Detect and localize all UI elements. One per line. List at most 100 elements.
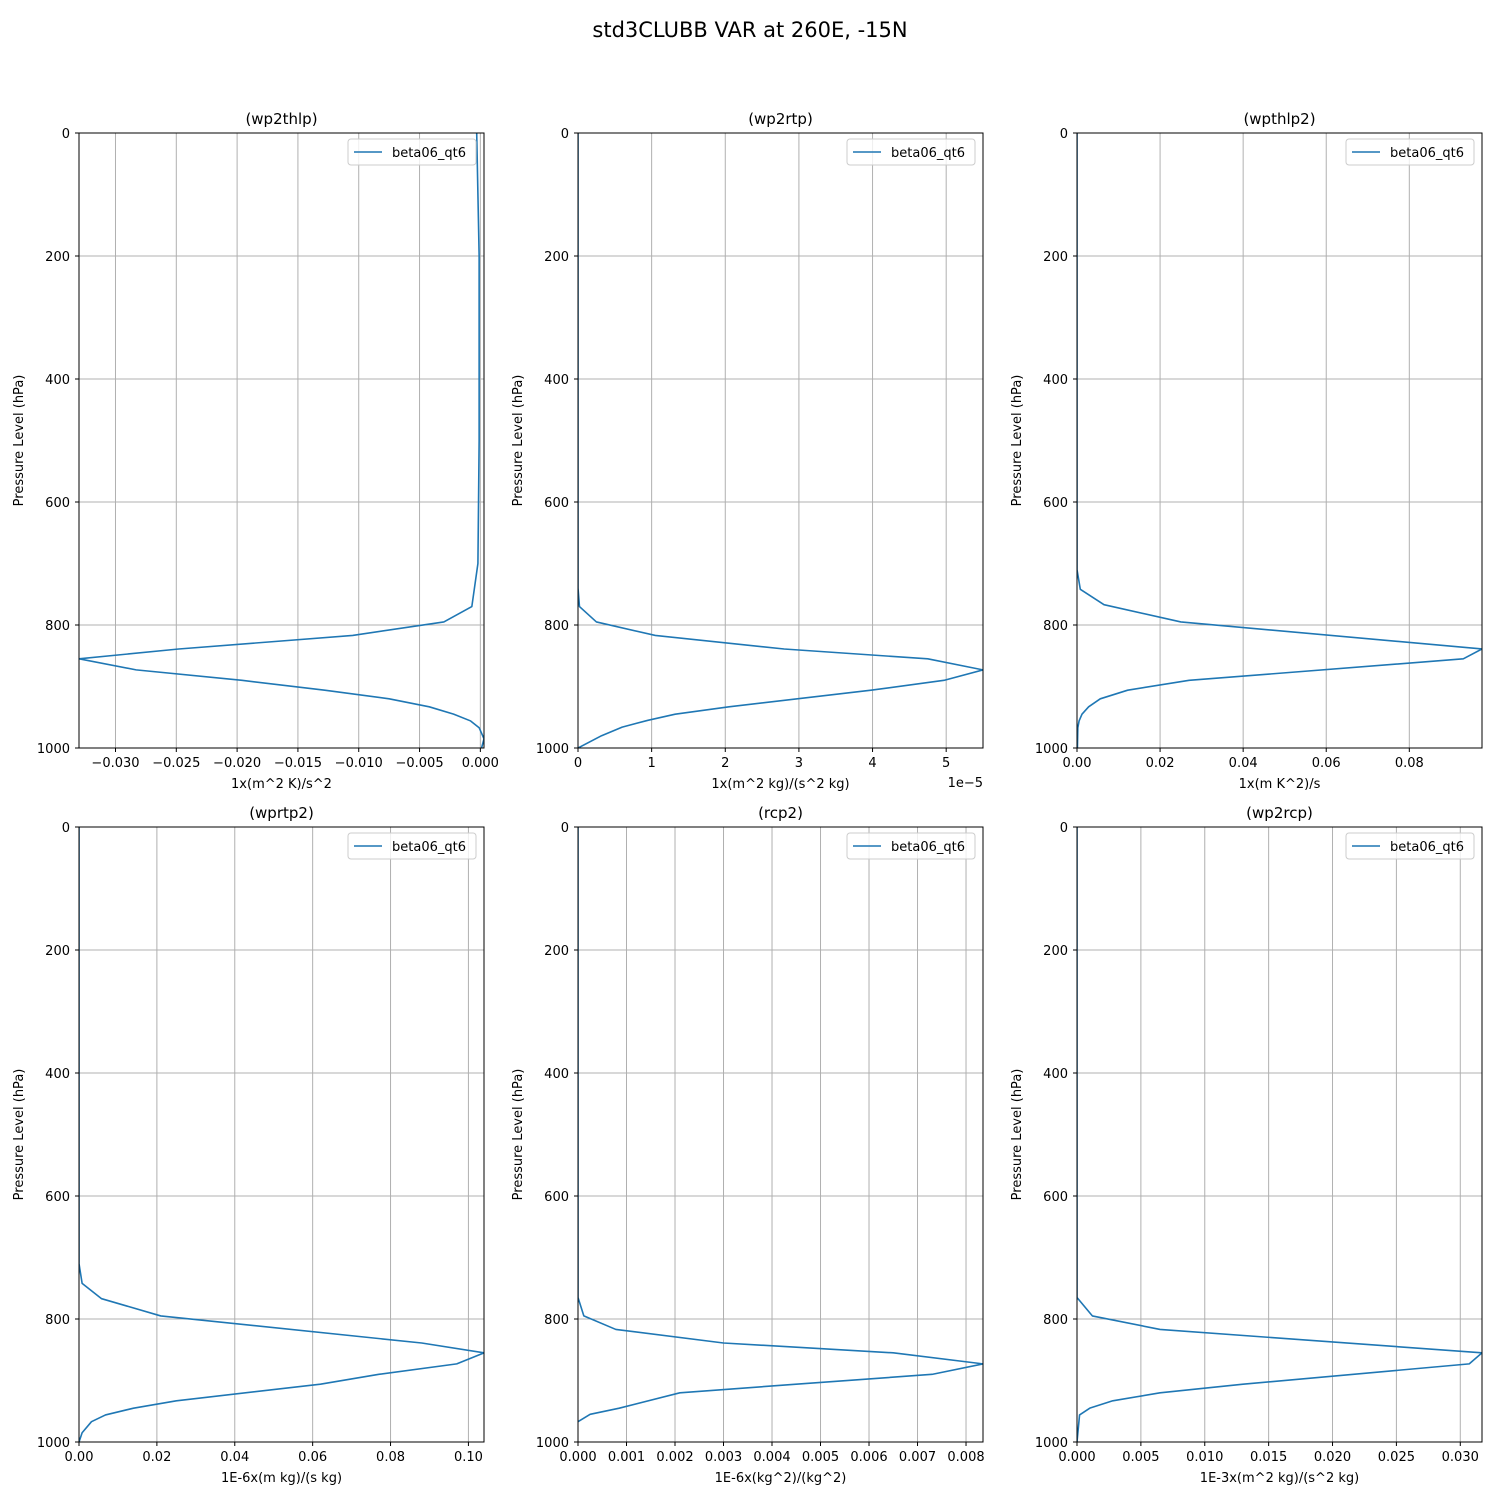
x-tick-label: 1 bbox=[647, 756, 655, 771]
y-tick-label: 400 bbox=[544, 1067, 569, 1082]
y-tick-label: 0 bbox=[1060, 127, 1068, 142]
x-axis-label: 1x(m^2 K)/s^2 bbox=[231, 777, 332, 792]
legend-box bbox=[846, 832, 976, 860]
legend-box bbox=[347, 138, 477, 166]
x-tick-label: 0 bbox=[574, 756, 582, 771]
y-tick-label: 1000 bbox=[37, 742, 70, 757]
x-tick-label: 0.005 bbox=[1122, 1450, 1159, 1465]
x-tick-label: 0.008 bbox=[947, 1450, 984, 1465]
y-tick-label: 1000 bbox=[1035, 742, 1068, 757]
y-tick-label: 800 bbox=[1043, 619, 1068, 634]
axes-frame bbox=[577, 132, 984, 749]
y-axis-label: Pressure Level (hPa) bbox=[511, 1069, 526, 1201]
subplot-title: (wprtp2) bbox=[249, 804, 314, 822]
series-line-beta06_qt6 bbox=[1077, 133, 1482, 748]
x-tick-label: 0.001 bbox=[608, 1450, 645, 1465]
x-tick-label: −0.025 bbox=[152, 756, 200, 771]
x-tick-label: 0.005 bbox=[802, 1450, 839, 1465]
x-tick-label: 3 bbox=[795, 756, 803, 771]
series-line-beta06_qt6 bbox=[578, 133, 983, 748]
series-line-beta06_qt6 bbox=[1077, 827, 1482, 1442]
x-tick-label: 0.10 bbox=[454, 1450, 483, 1465]
y-axis-label: Pressure Level (hPa) bbox=[1010, 375, 1025, 507]
x-tick-label: 5 bbox=[942, 756, 950, 771]
y-tick-label: 600 bbox=[45, 1190, 70, 1205]
x-tick-label: 0.00 bbox=[1063, 756, 1092, 771]
x-tick-label: 4 bbox=[868, 756, 876, 771]
y-tick-label: 0 bbox=[62, 127, 70, 142]
subplot-1: −0.030 −0.025 −0.020 −0.015 −0.010 −0.005 0.00… bbox=[12, 110, 499, 792]
subplot-2: 0 1 2 3 4 5 0 200 400 600 800 1000 (wp2rtp) 1x(m^2 kg… bbox=[511, 110, 984, 792]
legend-box bbox=[1345, 832, 1475, 860]
legend-entry: beta06_qt6 bbox=[891, 146, 965, 161]
x-tick-label: −0.005 bbox=[395, 756, 443, 771]
y-tick-label: 800 bbox=[45, 619, 70, 634]
legend-entry: beta06_qt6 bbox=[392, 146, 466, 161]
x-offset-label: 1e−5 bbox=[948, 776, 983, 791]
subplot-5: 0.000 0.001 0.002 0.003 0.004 0.005 0.006 0.007… bbox=[511, 804, 985, 1486]
x-tick-label: 0.002 bbox=[656, 1450, 693, 1465]
legend-box bbox=[347, 832, 477, 860]
x-axis-label: 1x(m K^2)/s bbox=[1239, 777, 1321, 792]
subplot-title: (wp2rtp) bbox=[748, 110, 813, 128]
axes-frame bbox=[1076, 826, 1483, 1443]
y-tick-label: 600 bbox=[1043, 496, 1068, 511]
subplot-title: (wp2thlp) bbox=[245, 110, 317, 128]
x-tick-label: 0.000 bbox=[559, 1450, 596, 1465]
x-tick-label: 0.000 bbox=[1058, 1450, 1095, 1465]
y-tick-label: 200 bbox=[1043, 250, 1068, 265]
legend: beta06_qt6 bbox=[846, 832, 976, 860]
axes-frame bbox=[577, 826, 984, 1443]
y-tick-label: 400 bbox=[45, 1067, 70, 1082]
x-tick-label: 0.006 bbox=[850, 1450, 887, 1465]
legend-entry: beta06_qt6 bbox=[1390, 840, 1464, 855]
subplot-grid: −0.030 −0.025 −0.020 −0.015 −0.010 −0.005 0.00… bbox=[12, 110, 1483, 1486]
x-tick-label: 0.02 bbox=[142, 1450, 171, 1465]
y-tick-label: 1000 bbox=[1035, 1436, 1068, 1451]
x-tick-label: −0.030 bbox=[91, 756, 139, 771]
figure-title: std3CLUBB VAR at 260E, -15N bbox=[592, 18, 907, 42]
x-axis-label: 1E-6x(m kg)/(s kg) bbox=[221, 1471, 342, 1486]
subplot-title: (rcp2) bbox=[758, 804, 803, 822]
y-tick-label: 0 bbox=[1060, 821, 1068, 836]
x-tick-label: 0.06 bbox=[298, 1450, 327, 1465]
x-tick-label: 0.010 bbox=[1186, 1450, 1223, 1465]
subplot-6: 0.000 0.005 0.010 0.015 0.020 0.025 0.030 0 200 4… bbox=[1010, 804, 1483, 1486]
x-tick-label: −0.020 bbox=[213, 756, 261, 771]
y-tick-label: 0 bbox=[561, 821, 569, 836]
x-tick-label: −0.010 bbox=[335, 756, 383, 771]
legend: beta06_qt6 bbox=[347, 138, 477, 166]
axes-frame bbox=[1076, 132, 1483, 749]
x-tick-label: 0.015 bbox=[1250, 1450, 1287, 1465]
y-tick-label: 800 bbox=[1043, 1313, 1068, 1328]
series-line-beta06_qt6 bbox=[79, 133, 484, 748]
y-tick-label: 200 bbox=[45, 944, 70, 959]
series-line-beta06_qt6 bbox=[578, 827, 983, 1423]
y-tick-label: 200 bbox=[1043, 944, 1068, 959]
y-tick-label: 1000 bbox=[536, 742, 569, 757]
y-tick-label: 800 bbox=[544, 1313, 569, 1328]
y-tick-label: 1000 bbox=[37, 1436, 70, 1451]
legend-entry: beta06_qt6 bbox=[891, 840, 965, 855]
x-tick-label: 0.020 bbox=[1314, 1450, 1351, 1465]
y-tick-label: 800 bbox=[45, 1313, 70, 1328]
y-tick-label: 200 bbox=[544, 944, 569, 959]
y-tick-label: 600 bbox=[544, 496, 569, 511]
x-tick-label: 0.06 bbox=[1312, 756, 1341, 771]
y-tick-label: 400 bbox=[544, 373, 569, 388]
x-tick-label: 0.004 bbox=[753, 1450, 790, 1465]
y-tick-label: 600 bbox=[544, 1190, 569, 1205]
x-tick-label: 0.000 bbox=[462, 756, 499, 771]
x-tick-label: −0.015 bbox=[274, 756, 322, 771]
y-tick-label: 400 bbox=[45, 373, 70, 388]
subplot-4: 0.00 0.02 0.04 0.06 0.08 0.10 0 200 400 600 800 100… bbox=[12, 804, 485, 1486]
x-tick-label: 0.003 bbox=[705, 1450, 742, 1465]
x-tick-label: 0.04 bbox=[220, 1450, 249, 1465]
y-tick-label: 0 bbox=[62, 821, 70, 836]
y-tick-label: 800 bbox=[544, 619, 569, 634]
legend-box bbox=[846, 138, 976, 166]
legend-entry: beta06_qt6 bbox=[392, 840, 466, 855]
legend: beta06_qt6 bbox=[347, 832, 477, 860]
